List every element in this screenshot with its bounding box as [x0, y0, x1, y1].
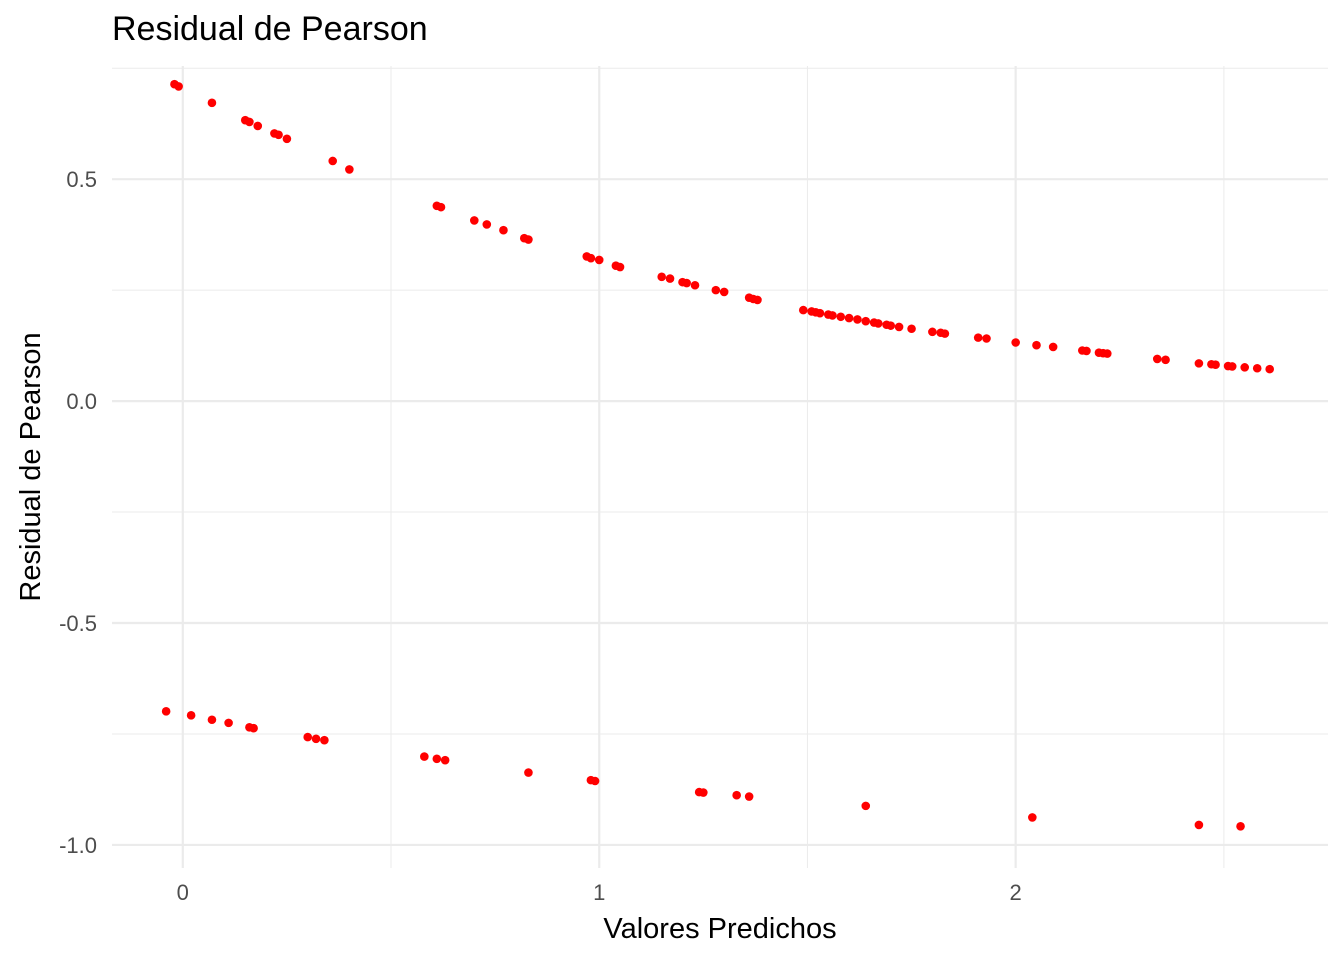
data-point	[470, 216, 479, 225]
data-point	[973, 333, 983, 342]
data-point	[815, 308, 825, 318]
data-point	[440, 755, 450, 765]
data-point	[1252, 363, 1262, 373]
data-point	[432, 754, 442, 764]
data-point	[245, 117, 254, 127]
data-point	[253, 121, 263, 131]
y-tick-label: 0.5	[66, 167, 97, 192]
data-point	[345, 165, 354, 174]
data-point	[1265, 364, 1274, 374]
data-point	[928, 327, 937, 337]
data-point	[744, 792, 754, 801]
data-point	[1194, 820, 1204, 830]
y-tick-label: -0.5	[59, 611, 97, 636]
data-point	[1211, 360, 1220, 369]
x-axis-tick-labels: 0 1 2	[177, 880, 1022, 905]
data-point	[699, 788, 708, 797]
data-point	[798, 305, 808, 315]
data-point	[873, 319, 883, 328]
data-point	[186, 711, 196, 720]
chart-title: Residual de Pearson	[112, 10, 428, 48]
data-point	[886, 321, 896, 330]
data-point	[1227, 362, 1237, 371]
data-point	[657, 272, 666, 282]
data-point	[207, 715, 217, 725]
data-point	[590, 776, 600, 786]
data-point	[853, 315, 862, 324]
data-point	[282, 134, 292, 144]
data-point	[1102, 349, 1112, 358]
data-point	[586, 253, 596, 263]
data-point	[665, 274, 675, 283]
data-point	[274, 130, 283, 140]
data-point	[420, 752, 429, 761]
data-points	[161, 79, 1274, 831]
data-point	[753, 295, 762, 305]
y-tick-label: -1.0	[59, 833, 97, 858]
data-point	[982, 334, 991, 343]
minor-gridlines	[112, 66, 1328, 868]
data-point	[861, 316, 871, 326]
data-point	[174, 82, 183, 91]
data-point	[690, 280, 700, 290]
data-point	[311, 734, 321, 744]
data-point	[836, 312, 846, 322]
x-tick-label: 1	[593, 880, 605, 905]
data-point	[436, 202, 446, 212]
data-point	[524, 235, 533, 244]
data-point	[940, 329, 950, 338]
major-gridlines	[112, 66, 1328, 868]
data-point	[499, 225, 508, 235]
data-point	[682, 278, 691, 288]
data-point	[844, 313, 854, 323]
data-point	[1152, 354, 1162, 364]
x-tick-label: 2	[1010, 880, 1022, 905]
data-point	[1011, 338, 1020, 347]
data-point	[161, 707, 171, 716]
data-point	[482, 220, 492, 229]
data-point	[594, 255, 604, 265]
data-point	[1240, 363, 1250, 372]
data-point	[615, 262, 625, 272]
x-tick-label: 0	[177, 880, 189, 905]
data-point	[907, 324, 916, 334]
y-axis-tick-labels: -1.0 -0.5 0.0 0.5	[59, 167, 97, 858]
data-point	[224, 718, 233, 728]
data-point	[1032, 340, 1041, 350]
data-point	[711, 285, 721, 295]
data-point	[1028, 813, 1037, 822]
y-axis-title: Residual de Pearson	[15, 332, 47, 601]
data-point	[894, 322, 904, 332]
data-point	[524, 768, 533, 777]
y-tick-label: 0.0	[66, 389, 97, 414]
data-point	[828, 311, 837, 320]
data-point	[1048, 342, 1058, 352]
data-point	[1236, 821, 1245, 831]
data-point	[328, 156, 338, 166]
data-point	[1082, 346, 1091, 356]
data-point	[320, 735, 329, 745]
data-point	[1194, 359, 1204, 368]
data-point	[861, 801, 871, 811]
data-point	[1161, 355, 1170, 365]
data-point	[719, 287, 729, 297]
data-point	[732, 790, 741, 800]
data-point	[303, 732, 313, 742]
data-point	[249, 723, 258, 733]
x-axis-title: Valores Predichos	[603, 913, 836, 945]
data-point	[207, 98, 217, 108]
